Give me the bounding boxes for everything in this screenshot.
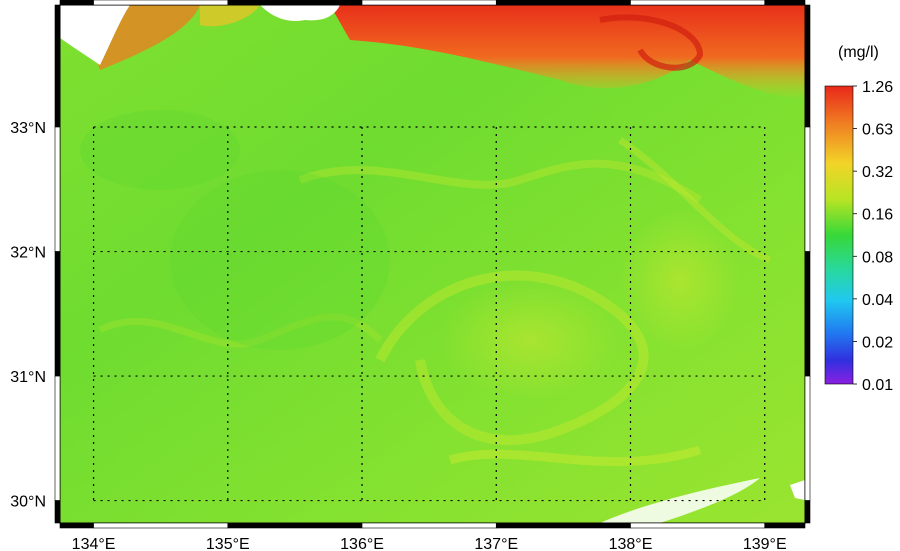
colorbar-labels: 1.26 0.63 0.32 0.16 0.08 0.04 0.02 0.01: [853, 79, 893, 394]
frame-segment-top: [93, 0, 229, 6]
frame-segment-right: [804, 251, 811, 377]
colorbar-ramp: [824, 85, 854, 385]
longitude-labels: 134°E 135°E 136°E 137°E 138°E 139°E: [72, 536, 787, 551]
lon-label: 136°E: [340, 536, 384, 551]
lon-label: 135°E: [206, 536, 250, 551]
frame-segment-right: [804, 126, 811, 252]
land-mask-north: [260, 5, 340, 21]
frame-segment-bottom: [59, 522, 94, 529]
frame-segment-bottom: [361, 522, 497, 529]
lat-label: 30°N: [10, 494, 46, 511]
colorbar: (mg/l) 1.26 0.63 0.32 0.16 0.08 0.04 0.02 0.01: [824, 44, 893, 394]
frame-segment-top: [495, 0, 631, 6]
colorbar-tick-label: 0.08: [862, 249, 893, 266]
frame-segment-top: [59, 0, 94, 6]
map-frame: [54, 0, 811, 529]
lat-label: 32°N: [10, 245, 46, 262]
colorbar-tick-label: 1.26: [862, 79, 893, 96]
frame-segment-right: [804, 4, 811, 128]
lat-label: 31°N: [10, 369, 46, 386]
colorbar-tick-label: 0.01: [862, 377, 893, 394]
colorbar-tick-label: 0.02: [862, 334, 893, 351]
frame-segment-bottom: [495, 522, 631, 529]
frame-segment-top: [630, 0, 766, 6]
lon-label: 134°E: [72, 536, 116, 551]
frame-segment-right: [804, 500, 811, 524]
ocean-field: [60, 5, 805, 523]
lon-label: 137°E: [474, 536, 518, 551]
lon-label: 138°E: [609, 536, 653, 551]
colorbar-unit: (mg/l): [838, 44, 879, 61]
land-mask-west: [60, 5, 130, 65]
frame-segment-bottom: [764, 522, 806, 529]
frame-segment-right: [804, 375, 811, 501]
frame-segment-left: [54, 375, 61, 501]
frame-segment-left: [54, 500, 61, 524]
frame-segment-bottom: [93, 522, 229, 529]
colorbar-tick-label: 0.32: [862, 164, 893, 181]
colorbar-tick-label: 0.04: [862, 292, 893, 309]
frame-segment-top: [361, 0, 497, 6]
frame-segment-top: [764, 0, 806, 6]
cloud-mask: [600, 478, 760, 523]
latitude-labels: 33°N 32°N 31°N 30°N: [10, 120, 46, 511]
frame-segment-left: [54, 4, 61, 128]
lat-label: 33°N: [10, 120, 46, 137]
lon-label: 139°E: [743, 536, 787, 551]
frame-segment-left: [54, 251, 61, 377]
frame-segment-top: [227, 0, 363, 6]
frame-segment-left: [54, 126, 61, 252]
frame-segment-bottom: [227, 522, 363, 529]
colorbar-tick-label: 0.16: [862, 207, 893, 224]
colorbar-tick-label: 0.63: [862, 122, 893, 139]
frame-segment-bottom: [630, 522, 766, 529]
